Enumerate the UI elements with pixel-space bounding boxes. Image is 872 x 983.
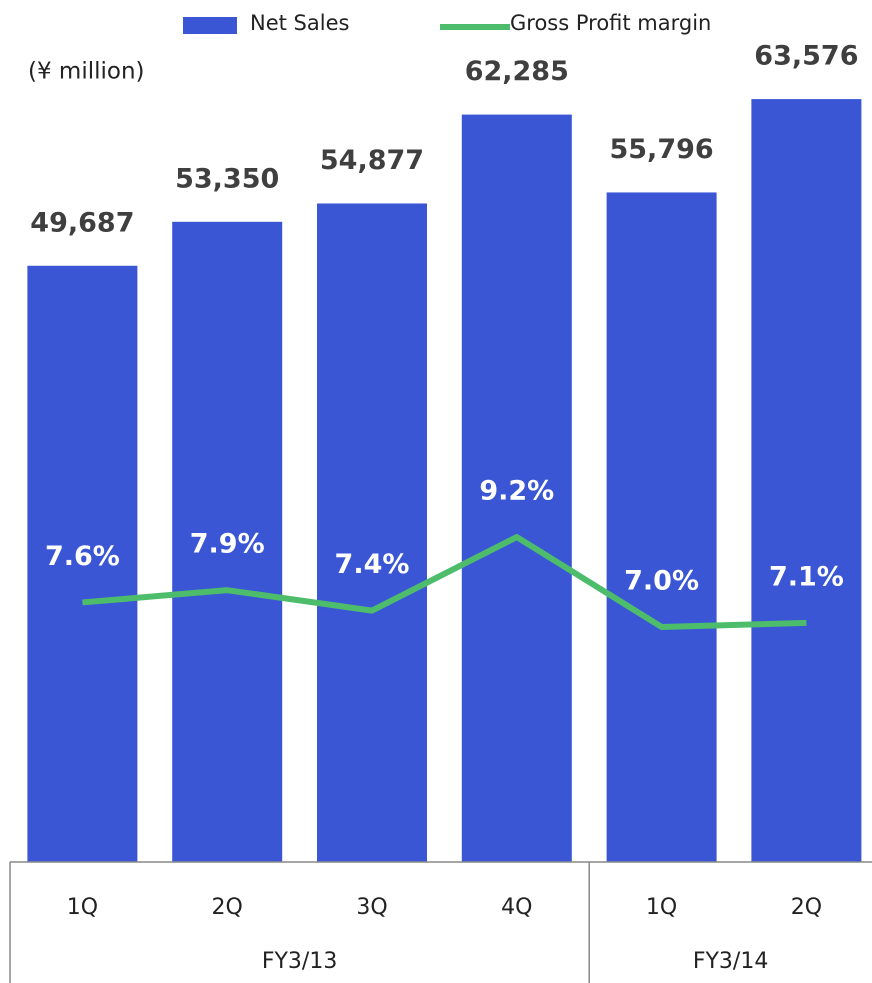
group-label: FY3/13 bbox=[262, 949, 338, 974]
value-label: 53,350 bbox=[175, 163, 279, 194]
x-tick-label: 2Q bbox=[791, 895, 822, 920]
value-label: 55,796 bbox=[609, 134, 713, 165]
value-label: 9.2% bbox=[479, 476, 554, 507]
legend-label: Gross Profit margin bbox=[510, 11, 711, 35]
value-label: 7.9% bbox=[190, 529, 265, 560]
bar bbox=[606, 192, 717, 862]
unit-label: (¥ million) bbox=[28, 59, 145, 85]
line bbox=[82, 534, 807, 630]
bar bbox=[751, 99, 862, 862]
value-label: 7.1% bbox=[769, 561, 844, 592]
value-label: 63,576 bbox=[754, 41, 858, 72]
bar bbox=[172, 221, 283, 863]
value-label: 54,877 bbox=[320, 145, 424, 176]
value-label: 7.4% bbox=[335, 549, 410, 580]
legend-label: Net Sales bbox=[250, 11, 349, 35]
value-label: 62,285 bbox=[465, 56, 569, 87]
x-tick-label: 4Q bbox=[501, 895, 532, 920]
value-label: 49,687 bbox=[30, 207, 134, 238]
value-label: 7.0% bbox=[624, 565, 699, 596]
x-tick-label: 2Q bbox=[212, 895, 243, 920]
x-tick-label: 3Q bbox=[356, 895, 387, 920]
x-tick-label: 1Q bbox=[646, 895, 677, 920]
value-label: 7.6% bbox=[45, 541, 120, 572]
group-label: FY3/14 bbox=[693, 949, 769, 974]
bar bbox=[317, 203, 427, 862]
bar bbox=[461, 114, 572, 862]
x-tick-label: 1Q bbox=[67, 895, 98, 920]
legend-swatch bbox=[183, 17, 237, 34]
bar bbox=[27, 265, 138, 863]
